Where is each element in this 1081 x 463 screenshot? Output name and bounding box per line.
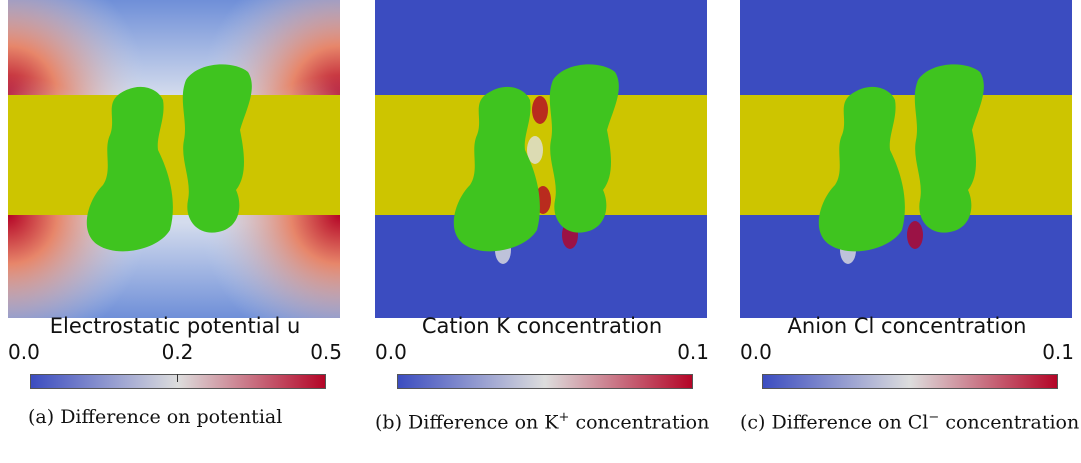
- panel: Anion Cl concentration 0.0 0.1 (c) Differen…: [740, 0, 1079, 463]
- caption-superscript: −: [928, 410, 940, 425]
- colorbar-gradient: [397, 374, 693, 389]
- caption-label: (a): [28, 406, 55, 428]
- colorbar-gradient: [762, 374, 1058, 389]
- panel: Cation K concentration 0.0 0.1 (b) Differen…: [375, 0, 709, 463]
- colorbar-tick-label: 0.0: [740, 340, 772, 364]
- colorbar-ticks: 0.0 0.1: [740, 340, 1074, 364]
- colorbar-ticks: 0.0 0.1: [375, 340, 709, 364]
- caption-superscript: +: [558, 410, 570, 425]
- caption: (a) Difference on potential: [28, 404, 368, 431]
- colorbar-ticks: 0.0 0.2 0.5: [8, 340, 342, 364]
- caption-label: (b): [375, 411, 402, 434]
- colorbar-tick-label: 0.1: [677, 340, 709, 364]
- simulation-image: [740, 0, 1072, 318]
- caption-label: (c): [740, 411, 766, 434]
- colorbar-title: Anion Cl concentration: [787, 314, 1027, 338]
- panel: Electrostatic potential u 0.0 0.2 0.5 (a) Di…: [8, 0, 342, 463]
- caption-text: Difference on K: [408, 411, 559, 434]
- simulation-image: [375, 0, 707, 318]
- caption-text-end: concentration: [575, 411, 710, 434]
- colorbar: [30, 374, 326, 389]
- colorbar-tick-label: 0.0: [8, 340, 40, 364]
- colorbar-tick-label: 0.5: [310, 340, 342, 364]
- caption-text: Difference on Cl: [771, 411, 929, 434]
- caption-text: Difference on potential: [60, 406, 283, 428]
- membrane: [8, 95, 340, 215]
- caption-text-end: concentration: [945, 411, 1080, 434]
- caption: (c) Difference on Cl− concentration: [740, 404, 1080, 436]
- simulation-image: [8, 0, 340, 318]
- colorbar-title: Cation K concentration: [421, 314, 663, 338]
- colorbar-tick-label: 0.0: [375, 340, 407, 364]
- colorbar: [762, 374, 1058, 389]
- colorbar-tick-label: 0.2: [161, 340, 194, 364]
- hot-spot: [532, 96, 548, 124]
- colorbar-tick-label: 0.1: [1042, 340, 1074, 364]
- hot-spot: [527, 136, 543, 164]
- membrane: [740, 95, 1072, 215]
- caption: (b) Difference on K+ concentration: [375, 404, 715, 436]
- colorbar: [397, 374, 693, 389]
- hot-spot: [907, 221, 923, 249]
- colorbar-title: Electrostatic potential u: [49, 314, 301, 338]
